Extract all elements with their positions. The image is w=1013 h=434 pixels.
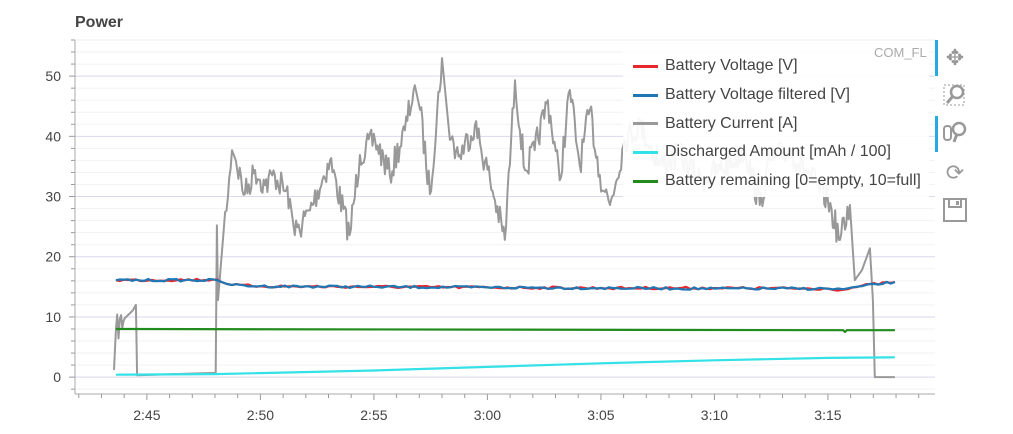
y-tick-label: 30 — [45, 189, 61, 205]
legend-swatch — [633, 122, 658, 126]
legend-item[interactable]: Discharged Amount [mAh / 100] — [623, 138, 929, 167]
pan-icon[interactable]: ✥ — [945, 45, 965, 70]
legend-item[interactable]: Battery Current [A] — [623, 109, 929, 138]
legend-label: Battery Voltage filtered [V] — [665, 86, 850, 104]
legend-label: Battery remaining [0=empty, 10=full] — [665, 172, 921, 190]
legend-label: Battery Voltage [V] — [665, 57, 798, 75]
x-tick-label: 2:50 — [247, 407, 274, 423]
x-tick-label: 3:15 — [814, 407, 841, 423]
x-tick-label: 3:05 — [587, 407, 614, 423]
x-tick-label: 3:00 — [474, 407, 501, 423]
legend: Battery Voltage [V] Battery Voltage filt… — [623, 50, 929, 198]
legend-item[interactable]: Battery Voltage filtered [V] — [623, 81, 929, 110]
reset-icon[interactable]: ⟳ — [945, 160, 965, 185]
x-tick-label: 3:10 — [701, 407, 728, 423]
legend-swatch — [633, 150, 658, 154]
y-tick-label: 50 — [45, 68, 61, 84]
legend-item[interactable]: Battery Voltage [V] — [623, 52, 929, 81]
box-zoom-icon[interactable] — [942, 82, 968, 108]
wheel-zoom-active-indicator — [935, 116, 938, 152]
x-tick-label: 2:45 — [133, 407, 160, 423]
x-tick-label: 2:55 — [360, 407, 387, 423]
watermark: COM_FL — [874, 45, 927, 60]
wheel-zoom-icon[interactable] — [942, 120, 968, 146]
y-tick-label: 20 — [45, 249, 61, 265]
legend-swatch — [633, 93, 658, 97]
legend-swatch — [633, 64, 658, 68]
series-line — [115, 356, 895, 376]
legend-swatch — [633, 179, 658, 183]
series-line — [115, 327, 895, 334]
legend-item[interactable]: Battery remaining [0=empty, 10=full] — [623, 167, 929, 196]
y-tick-label: 10 — [45, 309, 61, 325]
series-line — [115, 277, 896, 291]
save-icon[interactable] — [942, 197, 968, 223]
y-tick-label: 0 — [53, 369, 61, 385]
chart-title: Power — [75, 14, 124, 31]
pan-active-indicator — [935, 40, 938, 76]
legend-label: Discharged Amount [mAh / 100] — [665, 143, 891, 161]
y-tick-label: 40 — [45, 128, 61, 144]
legend-label: Battery Current [A] — [665, 114, 798, 132]
